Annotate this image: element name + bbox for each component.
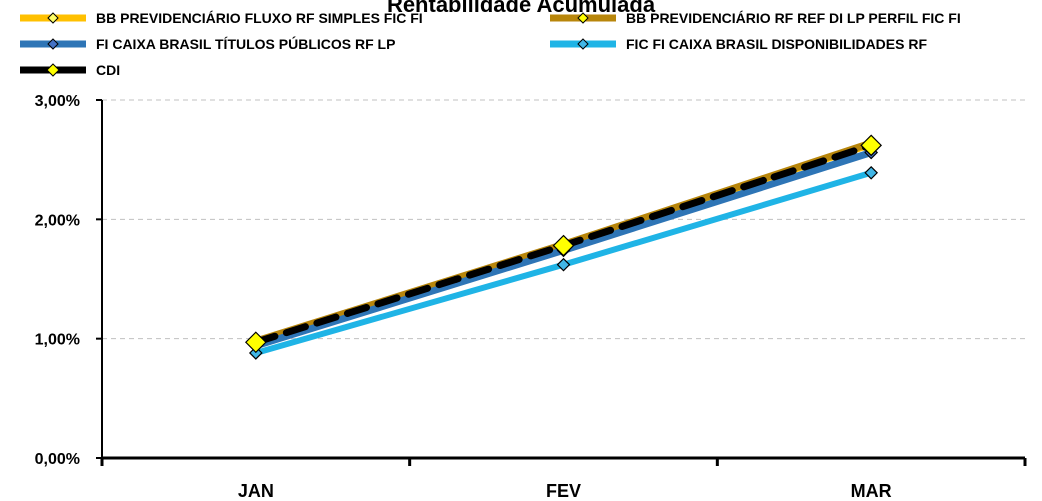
legend-marker xyxy=(577,38,589,50)
x-tick-label: MAR xyxy=(851,481,892,501)
y-tick-label: 0,00% xyxy=(35,451,80,468)
y-tick-label: 3,00% xyxy=(35,93,80,110)
series-4 xyxy=(248,165,879,360)
y-tick-label: 2,00% xyxy=(35,212,80,229)
legend-label: FI CAIXA BRASIL TÍTULOS PÚBLICOS RF LP xyxy=(96,35,395,52)
x-tick-label: FEV xyxy=(546,481,581,501)
x-tick-label: JAN xyxy=(238,481,274,501)
data-point-marker xyxy=(556,257,571,272)
legend-marker xyxy=(46,63,60,77)
series-5 xyxy=(244,134,883,354)
legend-label: CDI xyxy=(96,62,120,78)
legend-label: BB PREVIDENCIÁRIO FLUXO RF SIMPLES FIC F… xyxy=(96,10,423,26)
chart-title: Rentabilidade Acumulada xyxy=(387,0,656,17)
data-point-marker xyxy=(860,134,883,157)
data-point-marker xyxy=(244,331,267,354)
legend-item: FIC FI CAIXA BRASIL DISPONIBILIDADES RF xyxy=(550,36,927,52)
grid xyxy=(102,99,1025,340)
legend-label: BB PREVIDENCIÁRIO RF REF DI LP PERFIL FI… xyxy=(626,10,961,26)
legend-marker xyxy=(47,12,59,24)
data-point-marker xyxy=(864,165,879,180)
series-dot xyxy=(344,309,352,317)
legend-item: BB PREVIDENCIÁRIO RF REF DI LP PERFIL FI… xyxy=(550,10,961,26)
x-tick-labels: JAN FEV MAR xyxy=(238,481,892,501)
plot-series xyxy=(244,134,883,360)
legend-item: BB PREVIDENCIÁRIO FLUXO RF SIMPLES FIC F… xyxy=(20,10,423,26)
series-dot xyxy=(652,212,660,220)
series-dot xyxy=(452,275,460,283)
axes xyxy=(100,100,1027,466)
data-point-marker xyxy=(552,234,575,257)
legend-label: FIC FI CAIXA BRASIL DISPONIBILIDADES RF xyxy=(626,36,927,52)
series-dot xyxy=(759,176,767,184)
legend-marker xyxy=(47,38,59,50)
legend-marker xyxy=(577,12,589,24)
legend-item: FI CAIXA BRASIL TÍTULOS PÚBLICOS RF LP xyxy=(20,35,395,52)
legend-item: CDI xyxy=(20,62,120,78)
y-tick-label: 1,00% xyxy=(35,332,80,349)
y-tick-labels: 0,00% 1,00% 2,00% 3,00% xyxy=(35,93,102,468)
legend: BB PREVIDENCIÁRIO FLUXO RF SIMPLES FIC F… xyxy=(20,10,961,78)
